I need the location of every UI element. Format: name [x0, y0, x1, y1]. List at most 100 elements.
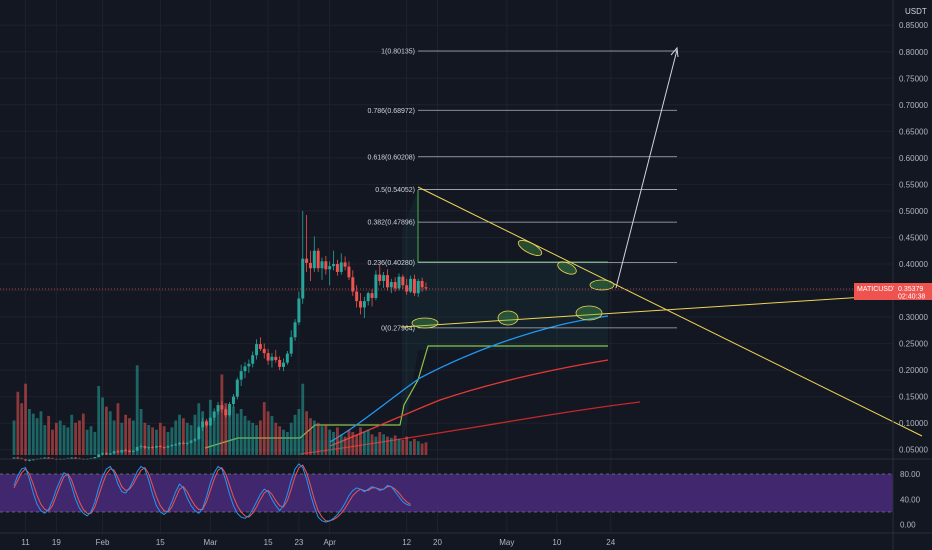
price-value-bg [894, 283, 932, 300]
fib-level-label: 0.236(0.40280) [368, 260, 415, 267]
volume-bar [170, 427, 174, 455]
candle-body [332, 263, 336, 267]
time-tick-label: 19 [52, 538, 61, 547]
fib-level-label: 0.382(0.47896) [368, 220, 415, 227]
support-zone-fill [205, 190, 608, 452]
candle-body [205, 421, 208, 426]
volume-bar [309, 418, 312, 455]
candle-body [131, 450, 135, 452]
time-tick-label: Feb [96, 538, 110, 547]
candle-body [208, 417, 212, 426]
candle-body [189, 440, 193, 443]
volume-bar [108, 411, 112, 455]
candle-body [374, 274, 378, 298]
ema-fast-blue [329, 315, 609, 443]
volume-bar [78, 420, 81, 455]
volume-bar [112, 420, 116, 455]
candle-body [270, 356, 274, 361]
volume-bar [239, 409, 243, 455]
volume-bar [355, 434, 359, 455]
candle-body [116, 451, 120, 453]
volume-bar [47, 415, 51, 455]
candle-body [101, 453, 105, 455]
stoch-tick-label: 0.00 [900, 521, 916, 530]
time-tick-label: 20 [433, 538, 442, 547]
candle-body [258, 344, 262, 349]
candle-body [255, 344, 259, 356]
candle-body [166, 445, 170, 448]
volume-bar [289, 422, 293, 455]
fib-level-label: 0(0.27964) [381, 325, 415, 332]
touch-marker [517, 240, 543, 256]
candle-body [185, 442, 189, 444]
price-tick-label: 0.65000 [899, 127, 928, 136]
candle-body [335, 263, 339, 272]
volume-bar [189, 425, 193, 455]
symbol-label: MATICUSDT [857, 286, 898, 293]
ascending-trendline [401, 294, 896, 328]
candle-body [351, 277, 355, 292]
candle-body [420, 280, 424, 288]
volume-bar [120, 422, 124, 455]
candle-body [74, 457, 78, 459]
volume-bar [374, 436, 378, 455]
volume-bar [81, 413, 85, 455]
candle-body [297, 298, 301, 323]
candle-body [197, 427, 201, 440]
touch-marker [557, 261, 577, 275]
price-tick-label: 0.60000 [899, 154, 928, 163]
time-axis[interactable]: 11 19 Feb 15 Mar 15 23 Apr 12 20 May 10 24 [0, 532, 932, 547]
candle-body [282, 362, 285, 367]
candle-body [397, 276, 401, 289]
stoch-tick-label: 80.00 [900, 470, 921, 479]
volume-bar [193, 414, 197, 455]
volume-bar [370, 434, 374, 455]
countdown-timer: 02:40:38 [898, 294, 925, 301]
price-axis[interactable]: USDT 0.05000 0.10000 0.15000 0.20000 0.25000… [854, 0, 932, 550]
volume-bar [305, 411, 308, 455]
time-tick-label: 11 [21, 538, 30, 547]
ema-mid-red [329, 359, 609, 447]
price-tick-label: 0.45000 [899, 233, 928, 242]
candle-body [274, 356, 278, 361]
volume-bar [243, 415, 247, 455]
candle-body [124, 450, 128, 452]
candle-body [308, 262, 312, 269]
candle-body [312, 250, 316, 269]
volume-bar [93, 432, 97, 455]
volume-bar [359, 427, 362, 455]
volume-bar [316, 422, 320, 455]
support-zone-bottom [204, 345, 608, 449]
candle-body [16, 457, 20, 459]
volume-bar [162, 426, 166, 455]
candle-body [301, 258, 305, 299]
candle-body [216, 405, 220, 412]
volume-bar [262, 402, 266, 455]
volume-bar [128, 418, 131, 455]
volume-bar [266, 411, 270, 455]
volume-bar [135, 365, 139, 455]
candle-body [70, 457, 74, 459]
candle-body [285, 353, 289, 363]
price-tick-label: 0.50000 [899, 207, 928, 216]
volume-bar [332, 432, 335, 455]
candle-body [128, 450, 131, 452]
volume-bar [54, 422, 58, 455]
volume-bar [131, 420, 135, 455]
volume-bar [420, 443, 424, 455]
volume-bar [339, 434, 343, 455]
candle-body [266, 353, 270, 361]
volume-bar [293, 414, 297, 455]
volume-bar [324, 425, 328, 455]
volume-bar [382, 434, 385, 455]
volume-bar [66, 427, 70, 455]
price-tick-label: 0.20000 [899, 366, 928, 375]
candle-body [27, 459, 31, 461]
projection-arrow [615, 46, 679, 289]
candle-body [97, 454, 101, 458]
volume-bar [166, 432, 170, 455]
candle-body [416, 280, 420, 294]
candle-body [154, 445, 158, 448]
candle-body [147, 447, 151, 449]
